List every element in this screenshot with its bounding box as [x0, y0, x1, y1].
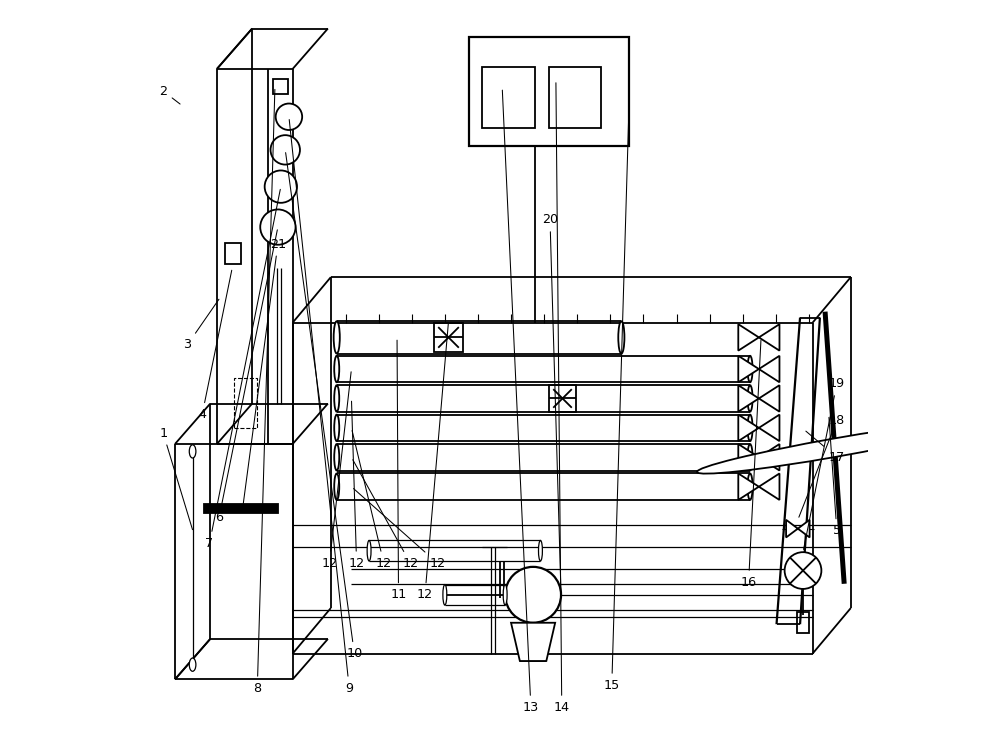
Bar — [549, 385, 576, 412]
Text: 3: 3 — [183, 299, 219, 351]
Polygon shape — [759, 415, 779, 441]
Text: 18: 18 — [799, 414, 845, 517]
Bar — [549, 67, 601, 127]
Text: 17: 17 — [806, 431, 845, 464]
Bar — [225, 243, 241, 264]
Ellipse shape — [334, 444, 339, 471]
Circle shape — [271, 135, 300, 165]
Text: 12: 12 — [417, 324, 448, 601]
Ellipse shape — [189, 658, 196, 671]
Ellipse shape — [748, 415, 753, 441]
Text: 15: 15 — [604, 95, 629, 692]
Text: 12: 12 — [354, 488, 446, 570]
Bar — [204, 504, 278, 514]
Ellipse shape — [503, 585, 507, 605]
Ellipse shape — [748, 385, 753, 412]
Text: 7: 7 — [205, 190, 280, 550]
Circle shape — [265, 170, 297, 203]
Polygon shape — [738, 444, 759, 471]
Bar — [482, 67, 535, 127]
Bar — [273, 79, 288, 94]
Polygon shape — [511, 622, 555, 661]
Circle shape — [276, 104, 302, 130]
Circle shape — [785, 552, 821, 589]
Text: 10: 10 — [286, 153, 363, 660]
Text: 14: 14 — [554, 83, 570, 714]
Ellipse shape — [748, 473, 753, 500]
Text: 20: 20 — [542, 213, 561, 592]
Polygon shape — [759, 324, 779, 350]
Bar — [797, 613, 809, 633]
Text: 4: 4 — [198, 270, 232, 421]
Ellipse shape — [748, 356, 753, 382]
Text: 8: 8 — [253, 90, 275, 695]
Bar — [469, 37, 629, 146]
Text: 1: 1 — [159, 427, 193, 530]
Ellipse shape — [748, 444, 753, 471]
Text: 16: 16 — [741, 340, 761, 589]
Ellipse shape — [443, 585, 447, 605]
Polygon shape — [738, 356, 759, 382]
Ellipse shape — [538, 540, 542, 561]
Ellipse shape — [618, 322, 624, 353]
Polygon shape — [759, 444, 779, 471]
Text: 5: 5 — [829, 417, 841, 537]
Ellipse shape — [367, 540, 371, 561]
Ellipse shape — [334, 473, 339, 500]
Polygon shape — [738, 324, 759, 350]
Polygon shape — [759, 473, 779, 500]
Text: 2: 2 — [159, 84, 180, 104]
Text: 12: 12 — [349, 401, 365, 570]
Text: 12: 12 — [321, 372, 351, 570]
Circle shape — [505, 567, 561, 622]
Text: 21: 21 — [243, 238, 286, 506]
Polygon shape — [759, 385, 779, 412]
Polygon shape — [798, 519, 810, 537]
Ellipse shape — [189, 445, 196, 458]
Ellipse shape — [334, 385, 339, 412]
Text: 12: 12 — [352, 431, 392, 570]
Polygon shape — [738, 415, 759, 441]
Ellipse shape — [334, 415, 339, 441]
Text: 9: 9 — [289, 119, 353, 695]
Polygon shape — [738, 385, 759, 412]
Bar — [434, 322, 463, 352]
Bar — [234, 378, 257, 428]
Text: 13: 13 — [502, 90, 539, 714]
Ellipse shape — [697, 422, 972, 473]
Ellipse shape — [334, 356, 339, 382]
Ellipse shape — [334, 322, 340, 353]
Polygon shape — [786, 519, 798, 537]
Text: 6: 6 — [215, 230, 277, 524]
Polygon shape — [738, 473, 759, 500]
Text: 11: 11 — [390, 340, 407, 601]
Text: 12: 12 — [353, 459, 418, 570]
Circle shape — [260, 210, 296, 245]
Text: 19: 19 — [804, 377, 845, 549]
Polygon shape — [759, 356, 779, 382]
